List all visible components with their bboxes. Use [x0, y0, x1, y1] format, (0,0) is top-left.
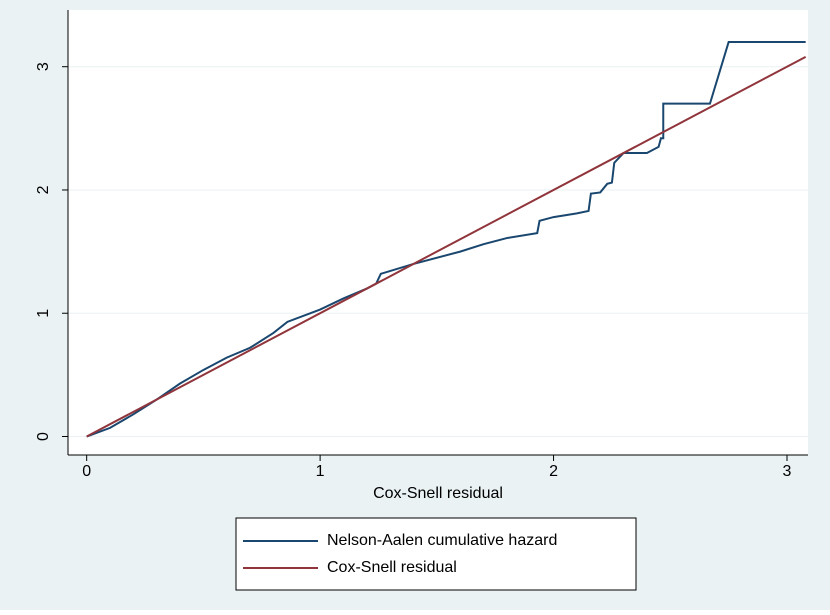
y-tick-label: 2	[35, 185, 52, 194]
y-tick-label: 3	[35, 62, 52, 71]
data-line	[86, 41, 806, 438]
x-tick-label: 3	[783, 463, 792, 480]
y-tick-label: 1	[35, 309, 52, 318]
legend	[235, 517, 637, 591]
y-tick-label: 0	[35, 432, 52, 441]
x-axis-title: Cox-Snell residual	[373, 485, 503, 502]
x-tick-label: 2	[549, 463, 558, 480]
legend-label: Nelson-Aalen cumulative hazard	[327, 532, 557, 549]
x-tick-label: 1	[316, 463, 325, 480]
x-tick-label: 0	[82, 463, 91, 480]
data-line	[86, 55, 807, 438]
legend-label: Cox-Snell residual	[327, 559, 457, 576]
